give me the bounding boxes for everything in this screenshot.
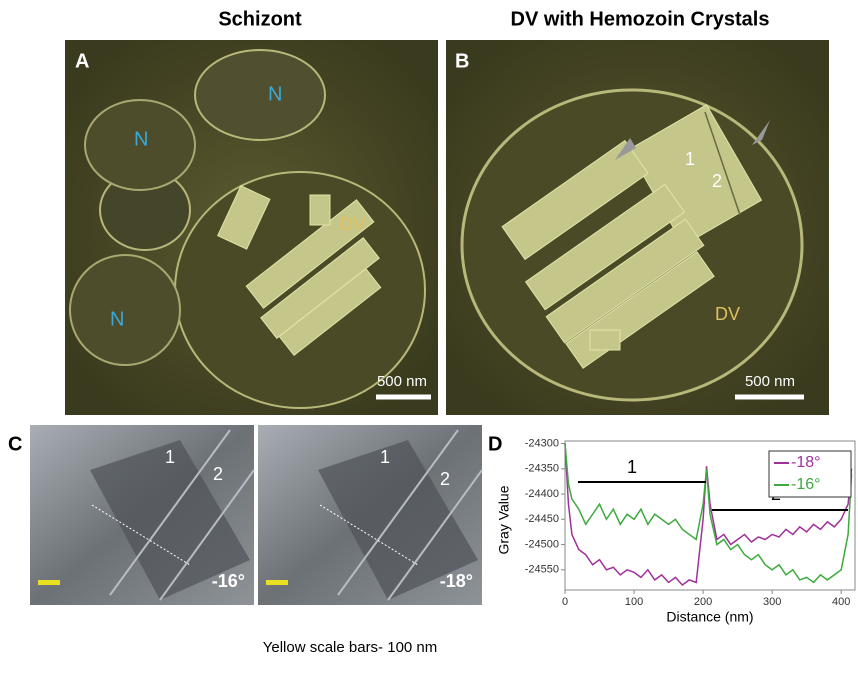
panel-label: A <box>75 50 89 72</box>
x-tick-label: 300 <box>763 596 781 608</box>
annotation: DV <box>340 214 365 234</box>
panel-title: Schizont <box>218 8 302 30</box>
legend-label: -16° <box>791 476 821 493</box>
annotation: 1 <box>165 447 175 467</box>
y-tick-label: -24550 <box>525 564 559 576</box>
panel-label: C <box>8 433 22 455</box>
y-tick-label: -24500 <box>525 538 559 550</box>
annotation: 2 <box>712 171 722 191</box>
angle-label: -18° <box>440 571 473 591</box>
y-tick-label: -24350 <box>525 463 559 475</box>
annotation: N <box>110 308 124 330</box>
x-axis-label: Distance (nm) <box>666 609 753 625</box>
x-tick-label: 100 <box>625 596 643 608</box>
annotation: 2 <box>213 464 223 484</box>
caption: Yellow scale bars- 100 nm <box>263 639 438 656</box>
annotation: 2 <box>440 469 450 489</box>
micrograph-c1 <box>30 425 255 605</box>
panel-label: D <box>488 433 502 455</box>
annotation: N <box>268 83 282 105</box>
x-tick-label: 400 <box>832 596 850 608</box>
micrograph-a <box>65 40 438 415</box>
panel-title: DV with Hemozoin Crystals <box>511 8 770 30</box>
plot-frame <box>564 440 856 591</box>
y-tick-label: -24450 <box>525 513 559 525</box>
series-line <box>564 443 853 584</box>
scale-bar-label: 500 nm <box>377 373 427 390</box>
x-tick-label: 0 <box>562 596 568 608</box>
range-label: 1 <box>627 457 637 477</box>
x-tick-label: 200 <box>694 596 712 608</box>
annotation: 1 <box>685 149 695 169</box>
y-tick-label: -24400 <box>525 488 559 500</box>
plot: -24300 -24350 -24400 -24450 -24500 -24550 0 100… <box>525 437 856 608</box>
panel-label: B <box>455 50 469 72</box>
scale-bar-label: 500 nm <box>745 373 795 390</box>
annotation: N <box>134 128 148 150</box>
y-axis-label: Gray Value <box>496 485 512 554</box>
series-line <box>564 443 853 586</box>
micrograph-b <box>446 40 829 415</box>
micrograph-c2 <box>258 425 483 605</box>
annotation: 1 <box>380 447 390 467</box>
angle-label: -16° <box>212 571 245 591</box>
annotation: DV <box>715 304 740 324</box>
y-tick-label: -24300 <box>525 437 559 449</box>
legend-label: -18° <box>791 454 821 471</box>
legend-box <box>768 450 852 498</box>
